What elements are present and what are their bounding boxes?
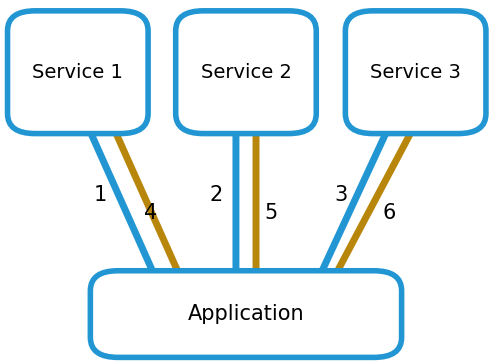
FancyBboxPatch shape [175,11,316,134]
FancyBboxPatch shape [345,11,485,134]
Text: 4: 4 [144,203,157,223]
Text: Service 3: Service 3 [369,63,460,82]
FancyBboxPatch shape [90,271,401,357]
Text: 3: 3 [334,185,347,205]
Text: 5: 5 [264,203,277,223]
Text: 2: 2 [209,185,222,205]
Text: Service 2: Service 2 [200,63,291,82]
Text: Service 1: Service 1 [32,63,123,82]
Text: 6: 6 [382,203,395,223]
FancyBboxPatch shape [8,11,148,134]
Text: Application: Application [187,304,304,324]
Text: 1: 1 [94,185,107,205]
